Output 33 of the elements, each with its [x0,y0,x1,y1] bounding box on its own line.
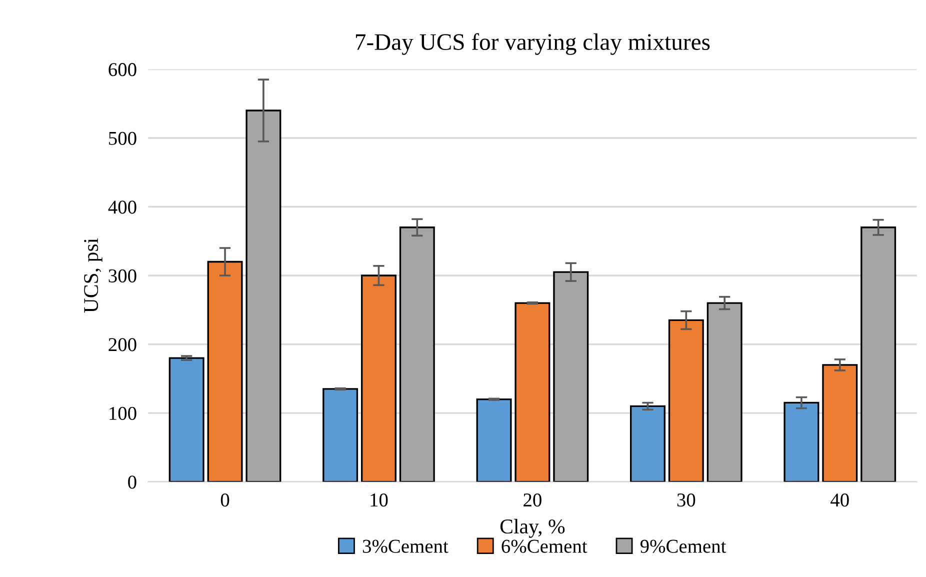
bar [360,274,396,482]
bar [322,388,358,482]
x-tick-label: 40 [830,493,849,507]
y-tick-label: 100 [110,406,136,420]
y-tick-label: 300 [108,269,136,282]
bar [399,226,435,482]
y-tick-label: 0 [128,476,136,489]
legend-label: 3%Cement [362,540,448,553]
x-tick-label: 30 [677,493,696,507]
x-tick-label: 10 [370,493,388,507]
bar [207,260,243,482]
bar [168,357,204,482]
bar [514,302,550,482]
x-axis-title: Clay, % [500,518,565,538]
bar [784,402,820,482]
bar [822,364,858,482]
bar [246,110,282,482]
y-tick-label: 200 [108,338,136,352]
x-tick-label: 0 [220,493,230,507]
legend-label: 6%Cement [502,540,588,553]
bar [553,271,589,482]
bar [668,319,704,482]
bar [706,302,742,482]
y-tick-label: 600 [108,63,136,76]
y-tick-label: 500 [109,132,136,145]
x-tick-label: 20 [524,493,542,507]
bar [860,226,896,482]
y-axis-title: UCS, psi [84,238,102,313]
legend-label: 9%Cement [640,540,726,553]
bar [630,405,666,482]
chart-title: 7-Day UCS for varying clay mixtures [356,33,710,55]
bar [476,398,512,482]
y-tick-label: 400 [108,200,136,214]
